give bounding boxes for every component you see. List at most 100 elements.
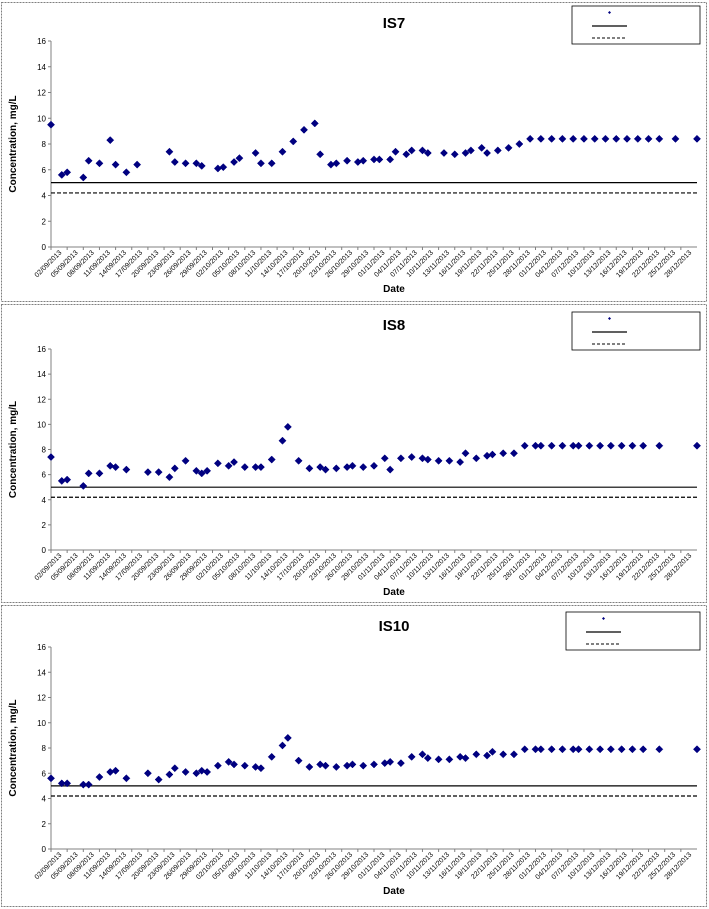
data-point (300, 125, 308, 134)
data-point (219, 163, 228, 172)
x-axis-label: Date (383, 284, 405, 295)
chart-panel-3: IS10024681012141602/09/201305/09/201308/… (1, 605, 707, 907)
data-point (472, 750, 481, 759)
data-point (305, 762, 314, 771)
data-point (197, 469, 206, 478)
y-tick-label: 10 (37, 420, 46, 429)
legend-marker (608, 11, 611, 14)
y-tick-label: 4 (42, 192, 47, 201)
data-point (693, 745, 701, 754)
data-point (504, 143, 513, 152)
y-axis-label: Concentration, mg/L (8, 95, 19, 192)
data-point (423, 149, 432, 157)
data-point (644, 134, 653, 143)
y-tick-label: 4 (42, 795, 47, 804)
data-point (386, 465, 395, 474)
data-point (418, 454, 427, 463)
data-point (165, 770, 174, 779)
y-tick-label: 8 (42, 446, 47, 455)
data-point (639, 441, 648, 450)
data-point (536, 441, 545, 450)
data-point (79, 780, 88, 789)
legend (565, 611, 701, 651)
data-point (375, 155, 384, 164)
data-point (63, 475, 72, 484)
y-tick-label: 12 (37, 694, 46, 703)
panel-frame (1, 2, 707, 302)
y-tick-label: 12 (37, 89, 46, 98)
data-point (461, 149, 470, 157)
data-point (143, 769, 152, 778)
data-point (267, 455, 276, 464)
data-point (370, 461, 378, 470)
y-tick-label: 14 (37, 668, 46, 677)
data-point (181, 159, 190, 168)
data-point (370, 155, 378, 164)
data-point (386, 155, 395, 164)
y-tick-label: 16 (37, 643, 46, 652)
data-point (472, 454, 481, 463)
data-point (111, 160, 120, 169)
data-point (671, 134, 680, 143)
data-point (386, 757, 395, 766)
data-point (95, 469, 104, 478)
data-point (531, 745, 540, 754)
series-1 (47, 119, 701, 182)
data-point (294, 756, 303, 765)
y-tick-label: 0 (42, 546, 47, 555)
x-axis-label: Date (383, 886, 405, 897)
data-point (461, 754, 470, 763)
data-point (499, 449, 508, 458)
data-point (240, 463, 249, 472)
data-point (596, 441, 605, 450)
y-tick-label: 16 (37, 37, 46, 46)
data-point (181, 456, 190, 465)
data-point (47, 120, 55, 129)
data-point (515, 140, 524, 148)
data-point (224, 757, 233, 766)
data-point (95, 773, 104, 781)
data-point (606, 441, 615, 450)
y-tick-label: 16 (37, 345, 46, 354)
data-point (316, 150, 325, 159)
data-point (170, 764, 179, 773)
chart-panel-1: IS7024681012141602/09/201305/09/201308/0… (1, 2, 707, 302)
data-point (165, 473, 174, 482)
data-point (531, 441, 540, 450)
data-point (407, 146, 416, 155)
panel-frame (1, 304, 707, 603)
data-point (63, 168, 72, 177)
data-point (574, 441, 583, 450)
data-point (617, 745, 626, 754)
data-point (445, 456, 454, 465)
data-point (240, 761, 249, 770)
data-point (203, 768, 212, 776)
data-point (510, 750, 518, 759)
data-point (106, 136, 115, 145)
data-point (213, 459, 222, 468)
data-point (170, 158, 179, 166)
data-point (197, 766, 206, 775)
chart-panel-2: IS8024681012141602/09/201305/09/201308/0… (1, 304, 707, 603)
data-point (343, 156, 352, 165)
legend (571, 311, 701, 351)
data-point (520, 745, 529, 754)
data-point (316, 760, 325, 769)
data-point (461, 449, 470, 458)
data-point (197, 161, 206, 170)
data-point (359, 761, 368, 770)
data-point (402, 150, 411, 159)
data-point (122, 774, 131, 783)
y-tick-label: 10 (37, 114, 46, 123)
data-point (488, 450, 497, 459)
data-point (106, 461, 115, 470)
data-point (569, 745, 578, 754)
y-tick-label: 6 (42, 471, 47, 480)
data-point (574, 745, 583, 754)
y-tick-label: 14 (37, 370, 46, 379)
data-point (407, 752, 416, 761)
data-point (466, 146, 475, 155)
data-point (278, 147, 287, 156)
data-point (111, 463, 120, 472)
data-point (251, 463, 260, 472)
